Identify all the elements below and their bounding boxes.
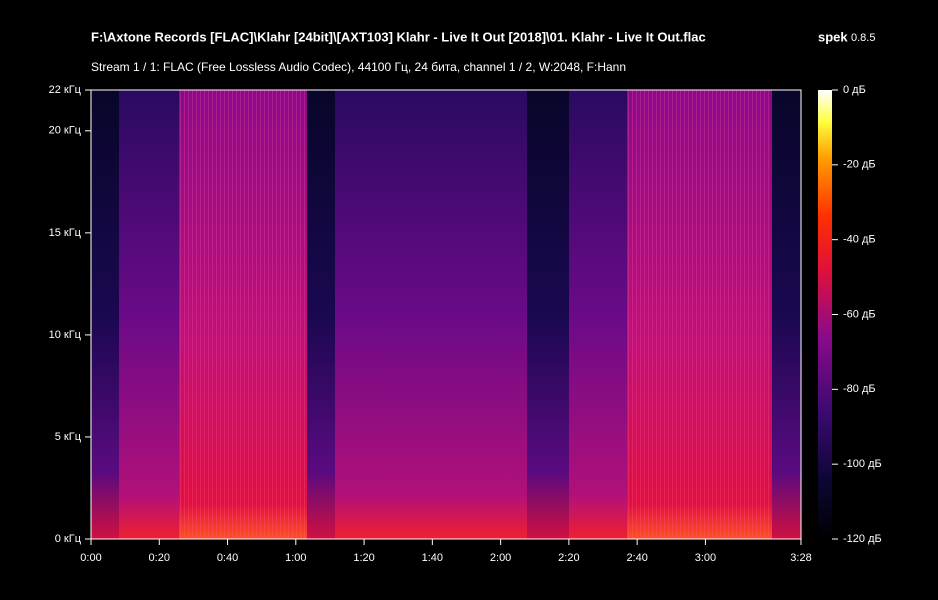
file-title: F:\Axtone Records [FLAC]\Klahr [24bit]\[… [91,29,706,44]
spectrogram-image [91,90,801,539]
x-tick-label: 2:00 [490,552,511,564]
colorbar-tick-label: -20 дБ [843,159,876,171]
y-tick-label: 15 кГц [49,227,82,239]
colorbar-tick-label: -120 дБ [843,533,882,545]
x-tick-label: 0:00 [80,552,101,564]
colorbar-tick-label: 0 дБ [843,84,866,96]
y-tick-label: 10 кГц [49,329,82,341]
colorbar-tick-label: -100 дБ [843,458,882,470]
y-tick-label: 22 кГц [49,84,82,96]
colorbar-tick-label: -60 дБ [843,308,876,320]
x-tick-label: 2:20 [558,552,579,564]
x-tick-label: 0:20 [149,552,170,564]
colorbar-tick-label: -40 дБ [843,234,876,246]
app-version: 0.8.5 [851,32,875,44]
y-tick-label: 0 кГц [55,533,82,545]
colorbar [818,90,832,539]
x-tick-label: 3:00 [695,552,716,564]
x-tick-label: 1:40 [422,552,443,564]
colorbar-tick-label: -80 дБ [843,383,876,395]
stream-info: Stream 1 / 1: FLAC (Free Lossless Audio … [91,60,626,74]
x-tick-label: 2:40 [626,552,647,564]
x-tick-label: 1:20 [353,552,374,564]
app-name: spek [818,29,848,44]
x-tick-label: 3:28 [790,552,811,564]
y-tick-label: 20 кГц [49,125,82,137]
plot-frame [90,89,802,540]
x-tick-label: 0:40 [217,552,238,564]
x-tick-label: 1:00 [285,552,306,564]
y-tick-label: 5 кГц [55,431,82,443]
